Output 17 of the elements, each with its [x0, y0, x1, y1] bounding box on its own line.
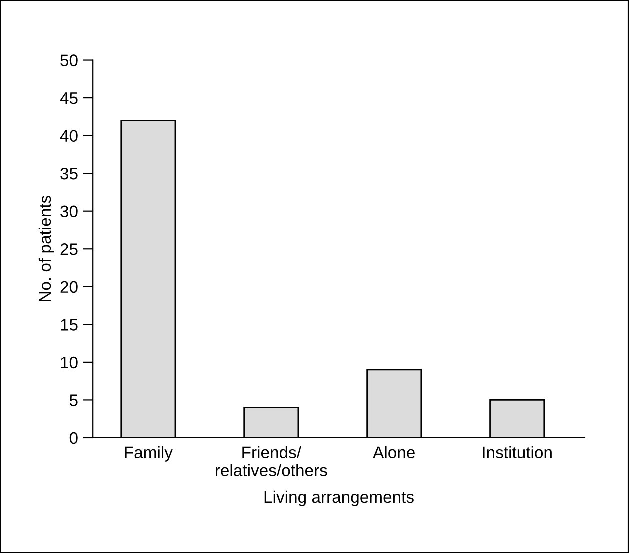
y-tick-label: 10 — [61, 356, 78, 369]
y-tick-label: 35 — [60, 168, 78, 180]
y-tick-label: 45 — [60, 92, 78, 104]
y-tick-label: 25 — [60, 244, 78, 256]
y-tick-label: 20 — [60, 281, 78, 294]
y-tick-label: 5 — [70, 394, 78, 406]
x-tick-label: Friends/ relatives/others — [216, 446, 328, 477]
y-tick-label: 30 — [60, 206, 78, 218]
y-tick-label: 0 — [70, 432, 78, 444]
y-axis-title: No. of patients — [38, 196, 54, 302]
x-tick-label: Family — [125, 446, 173, 462]
y-tick-label: 15 — [61, 319, 78, 331]
x-tick-label: Alone — [373, 446, 415, 459]
x-tick-label: Institution — [483, 446, 552, 459]
y-tick-label: 50 — [60, 54, 78, 66]
x-axis-title: Living arrangements — [264, 490, 414, 506]
y-tick-label: 40 — [60, 130, 78, 142]
